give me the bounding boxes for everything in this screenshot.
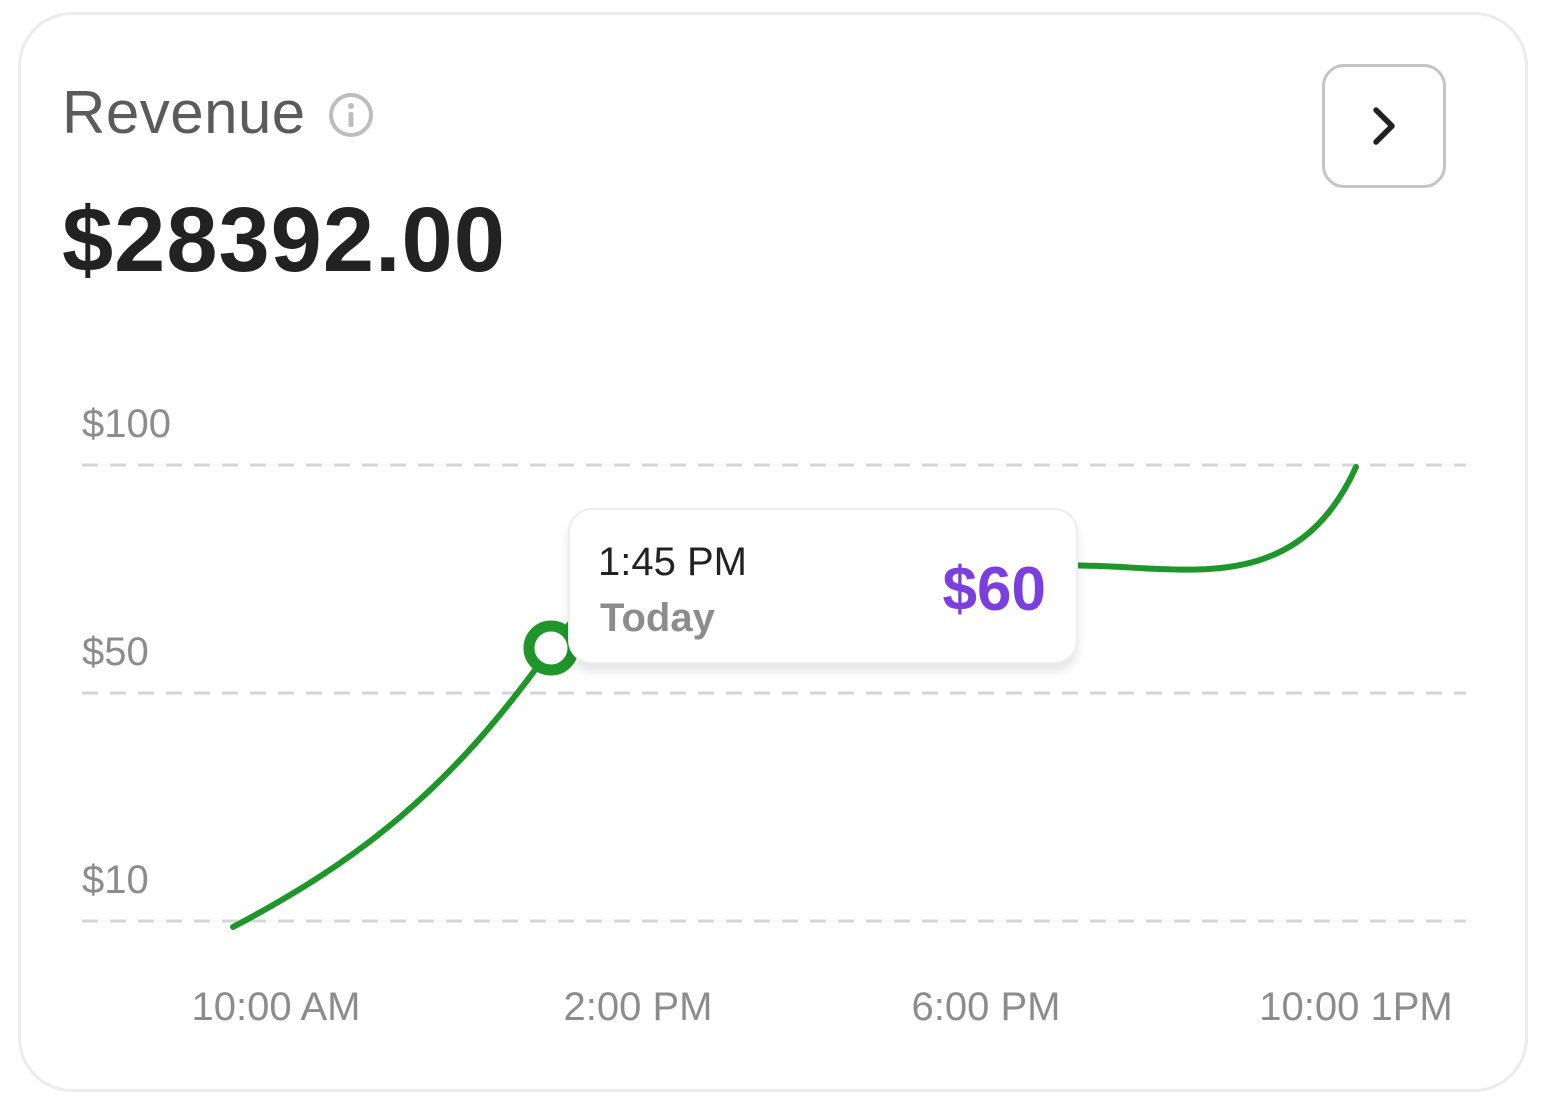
tooltip-day: Today	[600, 596, 715, 640]
tooltip-time: 1:45 PM	[598, 540, 747, 584]
x-tick-label: 6:00 PM	[912, 985, 1061, 1029]
highlighted-data-point[interactable]	[523, 620, 579, 676]
revenue-amount: $28392.00	[62, 189, 506, 291]
card-header: Revenue	[62, 78, 374, 147]
y-tick-label: $50	[82, 630, 149, 674]
chart-tooltip: 1:45 PM Today $60	[568, 508, 1078, 664]
y-tick-label: $100	[82, 402, 171, 446]
tooltip-value: $60	[942, 555, 1046, 624]
x-tick-label: 10:00 1PM	[1259, 985, 1452, 1029]
x-axis-ticks: 10:00 AM 2:00 PM 6:00 PM 10:00 1PM	[191, 985, 1452, 1029]
chevron-right-icon	[1373, 107, 1395, 145]
card-title: Revenue	[62, 79, 306, 146]
y-axis-ticks: $100 $50 $10	[82, 402, 171, 902]
next-button[interactable]	[1322, 64, 1446, 188]
x-tick-label: 2:00 PM	[564, 985, 713, 1029]
info-circle-icon[interactable]	[328, 92, 374, 138]
y-tick-label: $10	[82, 858, 149, 902]
x-tick-label: 10:00 AM	[191, 985, 360, 1029]
chart-gridlines	[82, 463, 1466, 923]
